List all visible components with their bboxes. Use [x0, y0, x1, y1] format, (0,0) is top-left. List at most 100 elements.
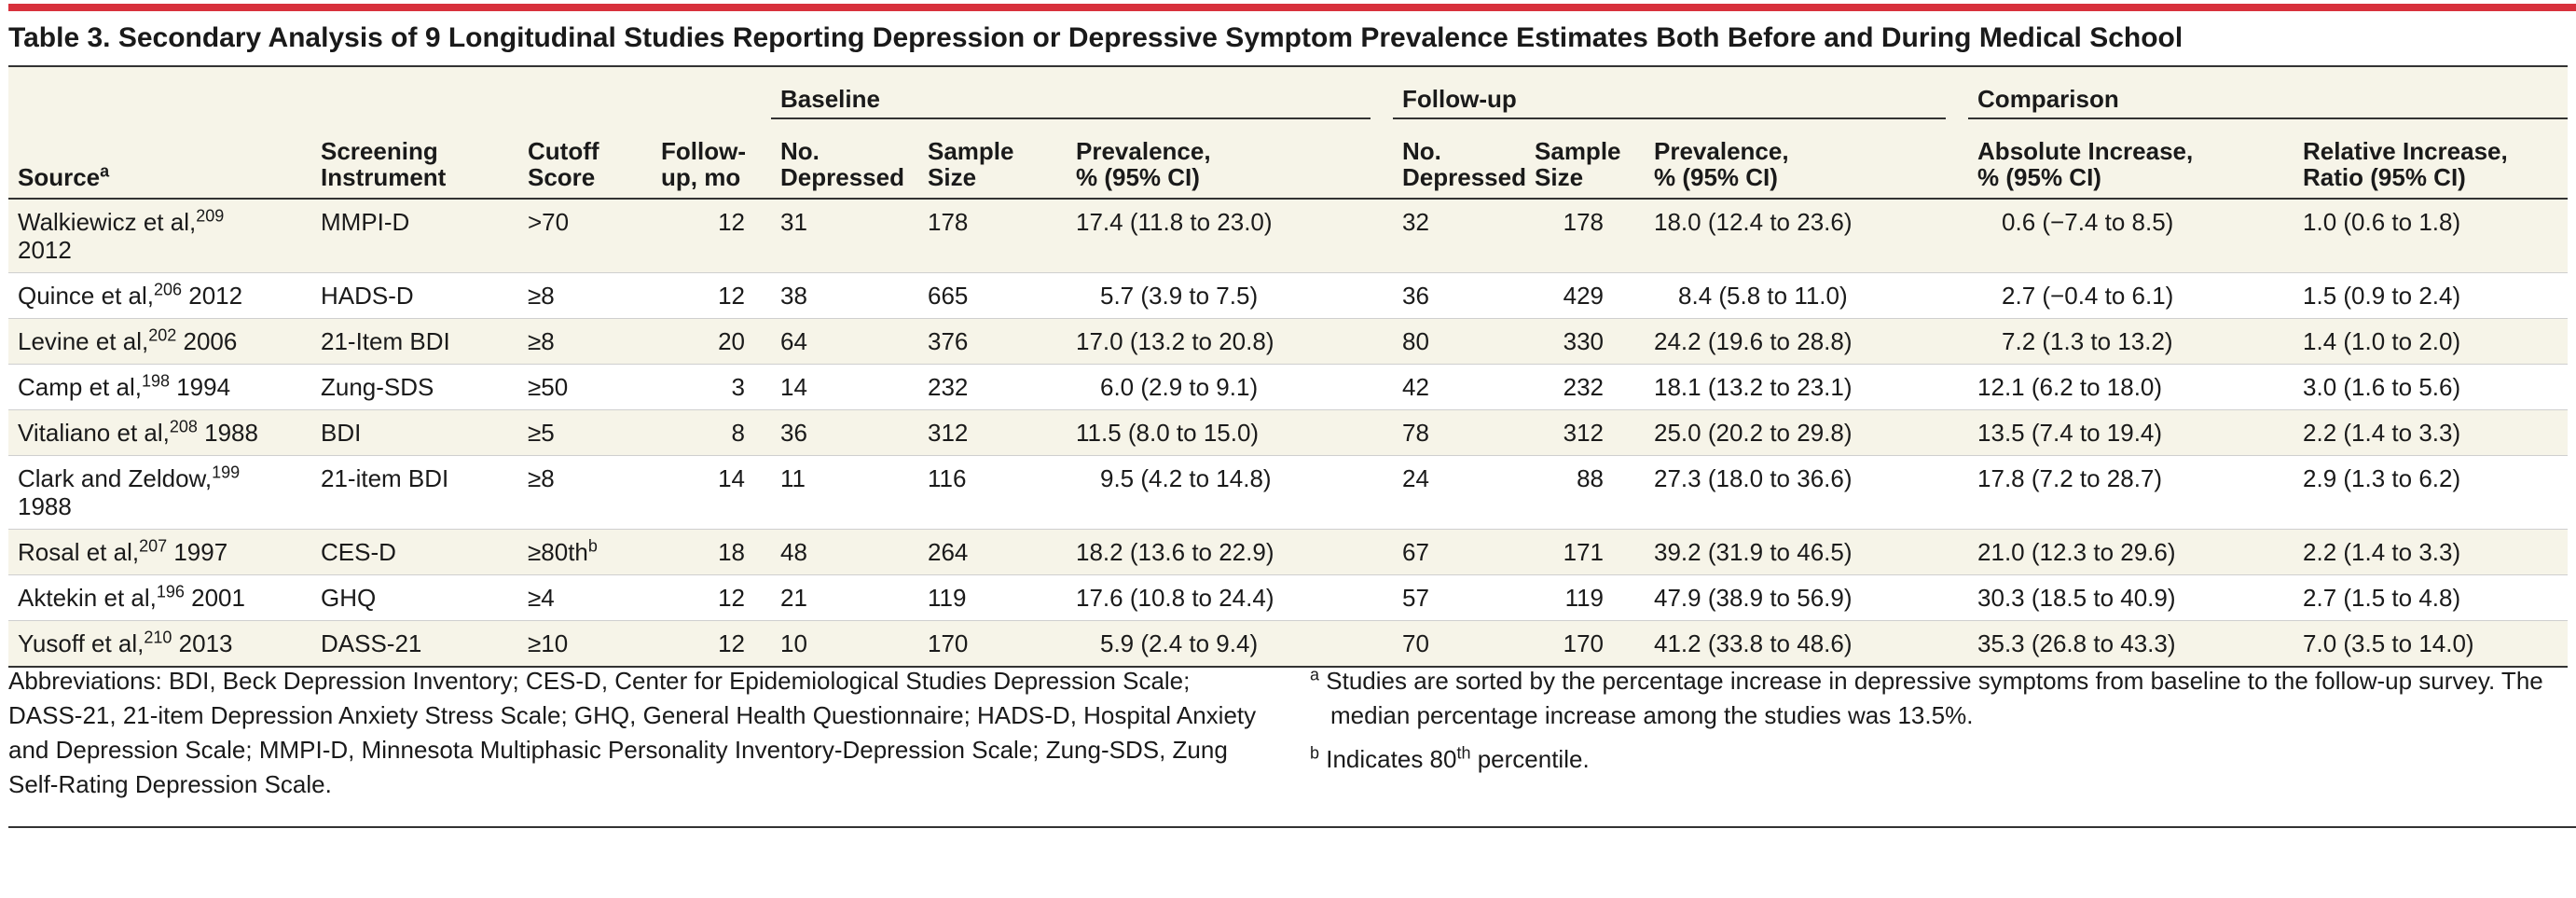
source-year: 2006	[176, 327, 238, 355]
cell-baseline-sample-value: 178	[928, 208, 969, 236]
cell-followup-prevalence: 47.9 (38.9 to 56.9)	[1645, 574, 1969, 621]
cell-absolute-increase-value: 13.5 (7.4 to 19.4)	[1977, 419, 2163, 447]
cell-baseline-sample: 376	[918, 318, 1067, 365]
cell-followup-depressed: 70	[1393, 620, 1526, 667]
source-author: Yusoff et al,	[18, 629, 145, 657]
source-author: Quince et al,	[18, 282, 154, 310]
footnote-b-marker: b	[1310, 743, 1320, 763]
cell-relative-increase-value: 2.9 (1.3 to 6.2)	[2303, 464, 2461, 492]
table-row: Levine et al,202 2006 21-Item BDI ≥8 20 64 37…	[8, 318, 2569, 365]
cell-followup-mo: 12	[652, 272, 771, 319]
cell-baseline-depressed: 10	[771, 620, 918, 667]
cell-baseline-depressed-value: 21	[780, 584, 807, 612]
cell-followup-sample-value: 170	[1563, 629, 1605, 657]
col-header-line1: Prevalence,	[1654, 137, 1789, 165]
cell-instrument-value: 21-item BDI	[321, 464, 449, 492]
abbreviations-note: Abbreviations: BDI, Beck Depression Inve…	[8, 667, 1257, 798]
col-header-line1: No.	[780, 137, 820, 165]
footnote-marker-b: b	[587, 536, 598, 556]
col-header-line1: Relative Increase,	[2303, 137, 2508, 165]
cell-instrument: 21-Item BDI	[311, 318, 518, 365]
cell-cutoff-value: ≥8	[528, 327, 555, 355]
cell-baseline-prevalence: 9.5 (4.2 to 14.8)	[1067, 455, 1394, 530]
footnote-a: a Studies are sorted by the percentage i…	[1310, 664, 2559, 733]
cell-relative-increase: 2.2 (1.4 to 3.3)	[2294, 409, 2569, 456]
cell-baseline-depressed-value: 14	[780, 373, 807, 401]
cell-baseline-sample-value: 170	[928, 629, 969, 657]
cell-absolute-increase-value: 12.1 (6.2 to 18.0)	[1977, 373, 2163, 401]
cell-baseline-depressed-value: 31	[780, 208, 807, 236]
cell-cutoff-value: ≥5	[528, 419, 555, 447]
cell-followup-sample: 429	[1525, 272, 1646, 319]
cell-instrument: BDI	[311, 409, 518, 456]
cell-followup-sample: 330	[1525, 318, 1646, 365]
cell-followup-mo-value: 12	[718, 584, 745, 612]
cell-followup-prevalence-value: 25.0 (20.2 to 29.8)	[1654, 419, 1853, 447]
source-author: Vitaliano et al,	[18, 419, 170, 447]
table-row: Yusoff et al,210 2013 DASS-21 ≥10 12 10 170 5.…	[8, 620, 2569, 667]
cell-instrument-value: MMPI-D	[321, 208, 410, 236]
col-header-instrument: Screening Instrument	[311, 123, 518, 200]
col-header-line1: Prevalence,	[1076, 137, 1211, 165]
cell-instrument-value: BDI	[321, 419, 362, 447]
cell-relative-increase-value: 2.7 (1.5 to 4.8)	[2303, 584, 2461, 612]
group-label-followup: Follow-up	[1393, 86, 1947, 119]
cell-baseline-depressed: 48	[771, 529, 918, 575]
cell-cutoff: ≥5	[518, 409, 652, 456]
cell-relative-increase-value: 3.0 (1.6 to 5.6)	[2303, 373, 2461, 401]
source-year: 2013	[172, 629, 233, 657]
footnote-b-text-end: percentile.	[1470, 745, 1590, 773]
col-header-line2: Ratio (95% CI)	[2303, 163, 2466, 191]
cell-baseline-prevalence-value: 5.9 (2.4 to 9.4)	[1100, 629, 1259, 657]
col-header-source-text: Source	[18, 163, 101, 191]
cell-followup-sample-value: 232	[1563, 373, 1605, 401]
source-author: Camp et al,	[18, 373, 142, 401]
cell-baseline-prevalence: 5.9 (2.4 to 9.4)	[1067, 620, 1394, 667]
footnote-b-superscript: th	[1456, 743, 1471, 763]
cell-baseline-sample: 178	[918, 198, 1067, 273]
col-header-baseline-prevalence: Prevalence,% (95% CI)	[1067, 123, 1394, 200]
table-row: Vitaliano et al,208 1988 BDI ≥5 8 36 312 11.5 …	[8, 409, 2569, 456]
table-row: Walkiewicz et al,209 2012 MMPI-D >70 12 31 178…	[8, 198, 2569, 273]
cell-followup-prevalence: 41.2 (33.8 to 48.6)	[1645, 620, 1969, 667]
cell-instrument-value: HADS-D	[321, 282, 414, 310]
cell-followup-sample-value: 429	[1563, 282, 1605, 310]
cell-followup-depressed: 42	[1393, 364, 1526, 410]
cell-followup-sample-value: 171	[1563, 538, 1605, 566]
cell-cutoff: ≥10	[518, 620, 652, 667]
reference-number: 198	[141, 371, 170, 391]
cell-source: Walkiewicz et al,209 2012	[8, 198, 311, 273]
cell-followup-sample-value: 312	[1563, 419, 1605, 447]
cell-instrument-value: Zung-SDS	[321, 373, 434, 401]
cell-cutoff: ≥8	[518, 272, 652, 319]
cell-absolute-increase-value: 7.2 (1.3 to 13.2)	[2002, 327, 2173, 355]
cell-baseline-sample-value: 116	[928, 464, 967, 492]
cell-instrument: Zung-SDS	[311, 364, 518, 410]
cell-followup-prevalence: 39.2 (31.9 to 46.5)	[1645, 529, 1969, 575]
cell-instrument-value: 21-Item BDI	[321, 327, 450, 355]
cell-baseline-depressed: 64	[771, 318, 918, 365]
cell-followup-sample: 170	[1525, 620, 1646, 667]
cell-cutoff-value: ≥8	[528, 464, 555, 492]
cell-absolute-increase-value: 0.6 (−7.4 to 8.5)	[2002, 208, 2174, 236]
cell-followup-depressed-value: 24	[1402, 464, 1429, 492]
cell-followup-mo: 12	[652, 574, 771, 621]
cell-relative-increase: 7.0 (3.5 to 14.0)	[2294, 620, 2569, 667]
reference-number: 208	[169, 417, 198, 436]
cell-baseline-prevalence-value: 6.0 (2.9 to 9.1)	[1100, 373, 1259, 401]
cell-cutoff-value: ≥80th	[528, 538, 588, 566]
cell-absolute-increase-value: 21.0 (12.3 to 29.6)	[1977, 538, 2176, 566]
reference-number: 206	[153, 280, 183, 299]
cell-followup-mo-value: 12	[718, 208, 745, 236]
cell-followup-prevalence-value: 41.2 (33.8 to 48.6)	[1654, 629, 1853, 657]
cell-followup-mo: 12	[652, 198, 771, 273]
cell-instrument: GHQ	[311, 574, 518, 621]
col-header-line1: Screening	[321, 137, 438, 165]
cell-relative-increase-value: 1.0 (0.6 to 1.8)	[2303, 208, 2461, 236]
cell-instrument: HADS-D	[311, 272, 518, 319]
cell-followup-mo: 12	[652, 620, 771, 667]
cell-followup-sample: 119	[1525, 574, 1646, 621]
table-row: Quince et al,206 2012 HADS-D ≥8 12 38 665 5.7 …	[8, 272, 2569, 319]
cell-relative-increase-value: 7.0 (3.5 to 14.0)	[2303, 629, 2474, 657]
footnote-b: b Indicates 80th percentile.	[1310, 742, 2559, 777]
